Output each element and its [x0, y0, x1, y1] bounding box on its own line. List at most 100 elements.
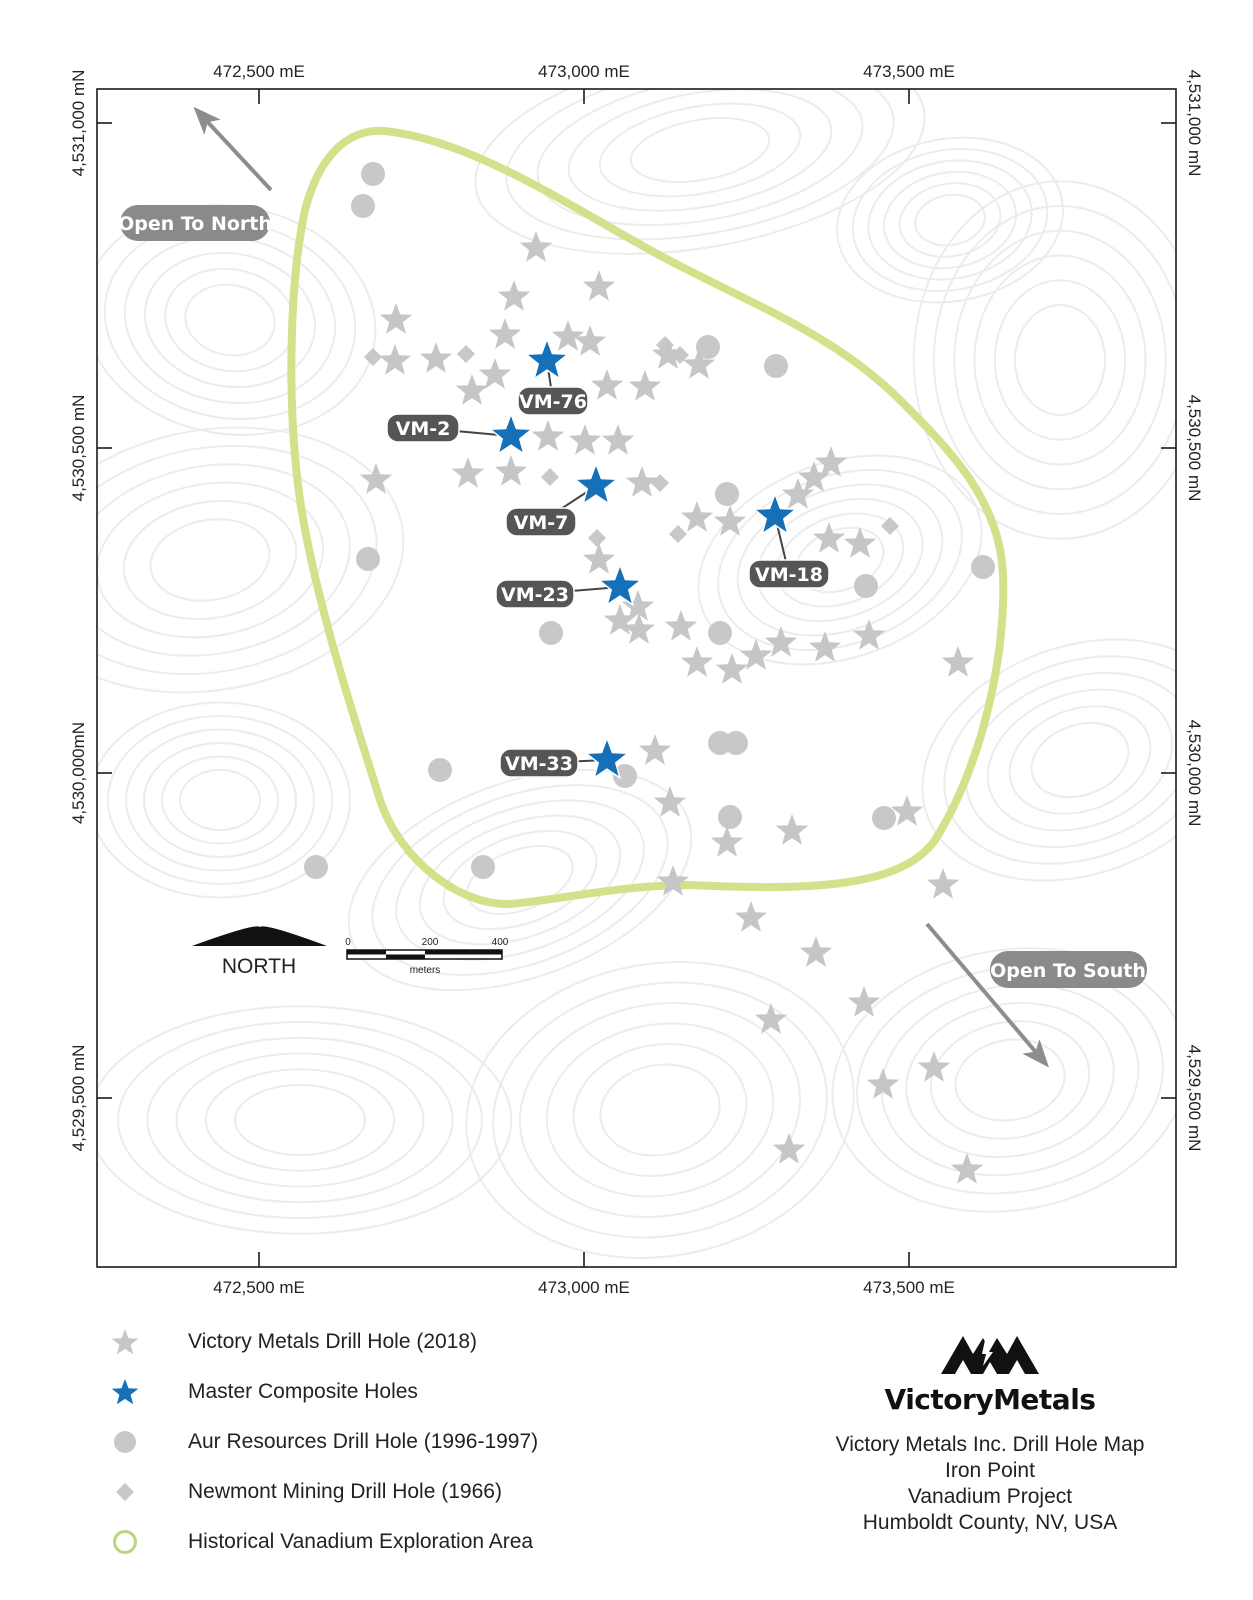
master-hole-labels: VM-76 VM-2 VM-7 VM-18 VM-23 VM-33 — [386, 386, 830, 778]
contour-line — [122, 499, 298, 621]
victory-drill-hole-icon — [451, 457, 485, 488]
aur-drill-hole-icon — [708, 621, 732, 645]
label-text: VM-18 — [755, 564, 823, 586]
victory-drill-hole-icon — [926, 868, 960, 899]
scale-tick-label: 200 — [422, 937, 439, 948]
contour-line — [442, 829, 598, 931]
contour-line — [1008, 705, 1152, 815]
contour-line — [882, 170, 1018, 270]
aur-drill-hole-icon — [361, 162, 385, 186]
victory-drill-hole-icon — [739, 639, 773, 670]
aur-drill-hole-icon — [471, 855, 495, 879]
scale-unit-label: meters — [410, 965, 441, 976]
contour-line — [371, 784, 669, 976]
aur-drill-hole-icon — [718, 805, 742, 829]
victory-drill-hole-icon — [531, 420, 565, 451]
victory-drill-hole-icon — [497, 280, 531, 311]
north-arrow-icon — [192, 926, 327, 946]
contour-line — [572, 1042, 748, 1178]
scale-bar-segment — [386, 954, 425, 959]
aur-drill-hole-icon — [539, 621, 563, 645]
legend-label: Victory Metals Drill Hole (2018) — [188, 1330, 478, 1353]
contour-line — [465, 961, 855, 1259]
aur-drill-hole-icon — [351, 194, 375, 218]
victory-drill-hole-icon — [847, 986, 881, 1017]
top-axis-label: 473,000 mE — [538, 62, 630, 81]
victory-drill-hole-icon — [808, 631, 842, 662]
top-axis-labels: 472,500 mE 473,000 mE 473,500 mE — [213, 62, 955, 81]
contour-line — [905, 1001, 1115, 1159]
contour-line — [697, 454, 983, 666]
left-axis-label: 4,530,000mN — [69, 722, 88, 824]
open-north-callout: Open To North — [118, 205, 272, 241]
map-frame — [96, 88, 1177, 1268]
contour-line — [898, 182, 1002, 258]
brand-block: VictoryMetals Victory Metals Inc. Drill … — [800, 1330, 1180, 1536]
victory-drill-hole-icon — [651, 338, 685, 369]
contour-line — [867, 159, 1033, 281]
aur-drill-hole-icon — [854, 574, 878, 598]
contour-line — [97, 1005, 513, 1235]
contour-line — [179, 769, 261, 831]
victory-drill-hole-icon — [812, 522, 846, 553]
map-legend: Victory Metals Drill Hole (2018) Master … — [100, 1322, 660, 1572]
map-title: Victory Metals Inc. Drill Hole Map Iron … — [800, 1432, 1180, 1536]
contour-line — [184, 283, 276, 357]
legend-item-victory: Victory Metals Drill Hole (2018) — [100, 1322, 660, 1372]
victory-drill-hole-icon — [852, 619, 886, 650]
newmont-drill-hole-icon — [881, 517, 899, 535]
victory-drill-hole-icon — [628, 370, 662, 401]
label-text: VM-2 — [396, 418, 451, 440]
newmont-drill-hole-icon — [364, 348, 382, 366]
victory-drill-hole-icon — [799, 936, 833, 967]
map-title-line: Vanadium Project — [907, 1485, 1073, 1508]
contour-line — [567, 89, 833, 212]
right-axis-labels: 4,531,000 mN 4,530,500 mN 4,530,000 mN 4… — [1185, 70, 1204, 1152]
victory-drill-holes — [359, 231, 984, 1184]
aur-drill-hole-icon — [971, 555, 995, 579]
right-axis-label: 4,530,500 mN — [1185, 395, 1204, 502]
contour-line — [973, 254, 1147, 466]
master-composite-hole-icon — [524, 336, 570, 381]
open-south-arrow-icon — [925, 922, 1050, 1068]
newmont-drill-hole-icon — [457, 345, 475, 363]
contour-line — [851, 147, 1049, 293]
victory-drill-hole-icon — [950, 1153, 984, 1184]
bottom-axis-labels: 472,500 mE 473,000 mE 473,500 mE — [213, 1278, 955, 1297]
victory-drill-hole-icon — [601, 424, 635, 455]
victory-drill-hole-icon — [734, 901, 768, 932]
contour-line — [880, 983, 1140, 1177]
right-axis-label: 4,530,000 mN — [1185, 720, 1204, 827]
left-axis-label: 4,531,000 mN — [69, 70, 88, 177]
victory-drill-hole-icon — [378, 344, 412, 375]
scale-tick-label: 0 — [345, 937, 351, 948]
contour-line — [756, 497, 924, 623]
victory-drill-hole-icon — [890, 795, 924, 826]
contour-line — [518, 1002, 802, 1218]
victory-drill-hole-icon — [710, 826, 744, 857]
label-text: VM-23 — [501, 584, 569, 606]
victory-drill-hole-icon — [713, 505, 747, 536]
contour-line — [161, 755, 279, 845]
right-axis-label: 4,531,000 mN — [1185, 70, 1204, 177]
label-pill — [517, 386, 589, 416]
victory-drill-hole-icon — [551, 320, 585, 351]
victory-drill-hole-icon — [478, 358, 512, 389]
victory-drill-hole-icon — [664, 610, 698, 641]
victory-drill-hole-icon — [682, 348, 716, 379]
victory-drill-hole-icon — [917, 1051, 951, 1082]
aur-drill-hole-icon — [696, 335, 720, 359]
contour-line — [117, 1021, 483, 1219]
victory-drill-hole-icon — [488, 318, 522, 349]
left-axis-label: 4,529,500 mN — [69, 1045, 88, 1152]
victory-drill-hole-icon — [519, 231, 553, 262]
contour-line — [347, 768, 693, 992]
scale-bar-segment — [425, 950, 502, 955]
bottom-axis-label: 473,500 mE — [863, 1278, 955, 1297]
map-title-line: Humboldt County, NV, USA — [862, 1511, 1118, 1534]
open-south-callout: Open To South — [990, 951, 1147, 988]
contour-line — [536, 89, 864, 227]
victory-drill-hole-icon — [764, 626, 798, 657]
north-indicator: NORTH — [192, 926, 327, 978]
victory-drill-hole-icon — [941, 646, 975, 677]
